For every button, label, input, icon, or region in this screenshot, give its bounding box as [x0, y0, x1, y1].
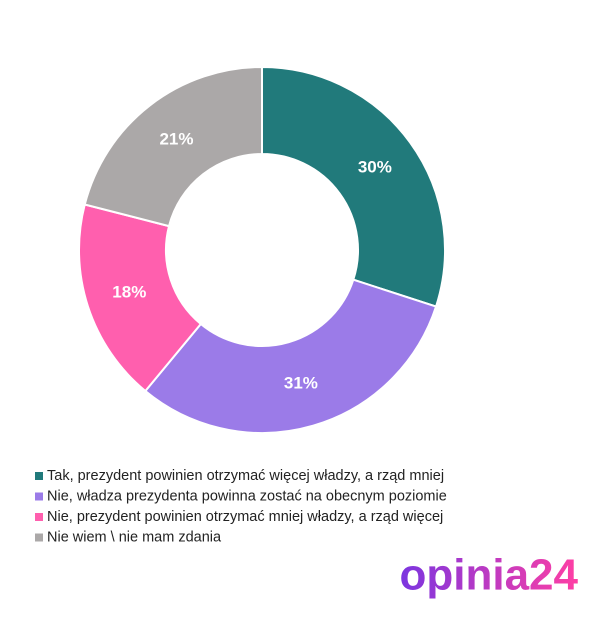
value-label: 21%: [159, 129, 193, 148]
legend-label: Tak, prezydent powinien otrzymać więcej …: [47, 468, 444, 484]
legend-swatch: [35, 492, 43, 501]
donut-slice: [143, 278, 438, 434]
legend-swatch: [35, 533, 43, 542]
legend-label: Nie wiem \ nie mam zdania: [47, 529, 222, 545]
legend-swatch: [35, 513, 43, 521]
donut-slice: [261, 65, 446, 308]
legend-label: Nie, władza prezydenta powinna zostać na…: [47, 488, 447, 504]
legend-label: Nie, prezydent powinien otrzymać mniej w…: [47, 509, 443, 525]
donut-slice: [83, 65, 263, 228]
legend-swatch: [35, 472, 43, 480]
logo: opinia24: [400, 551, 579, 600]
value-label: 31%: [284, 373, 318, 392]
donut-slice: [78, 203, 203, 393]
value-label: 30%: [358, 157, 392, 176]
value-label: 18%: [112, 283, 146, 302]
